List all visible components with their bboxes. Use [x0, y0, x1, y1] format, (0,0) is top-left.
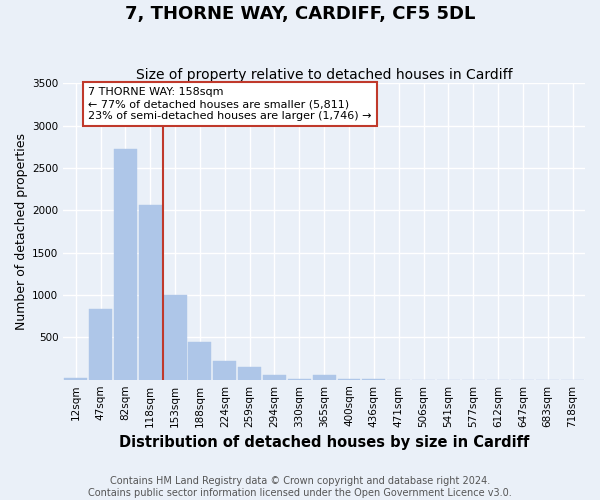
- Bar: [214, 361, 236, 380]
- Title: Size of property relative to detached houses in Cardiff: Size of property relative to detached ho…: [136, 68, 512, 82]
- Text: 7, THORNE WAY, CARDIFF, CF5 5DL: 7, THORNE WAY, CARDIFF, CF5 5DL: [125, 5, 475, 23]
- Text: 7 THORNE WAY: 158sqm
← 77% of detached houses are smaller (5,811)
23% of semi-de: 7 THORNE WAY: 158sqm ← 77% of detached h…: [88, 88, 371, 120]
- Bar: [114, 149, 137, 380]
- Y-axis label: Number of detached properties: Number of detached properties: [15, 133, 28, 330]
- Bar: [139, 205, 161, 380]
- Bar: [89, 308, 112, 380]
- Bar: [64, 378, 87, 380]
- Bar: [313, 375, 335, 380]
- Text: Contains HM Land Registry data © Crown copyright and database right 2024.
Contai: Contains HM Land Registry data © Crown c…: [88, 476, 512, 498]
- Bar: [188, 342, 211, 380]
- Bar: [238, 367, 261, 380]
- Bar: [263, 376, 286, 380]
- Bar: [164, 295, 187, 380]
- Bar: [338, 379, 361, 380]
- X-axis label: Distribution of detached houses by size in Cardiff: Distribution of detached houses by size …: [119, 435, 529, 450]
- Bar: [288, 379, 311, 380]
